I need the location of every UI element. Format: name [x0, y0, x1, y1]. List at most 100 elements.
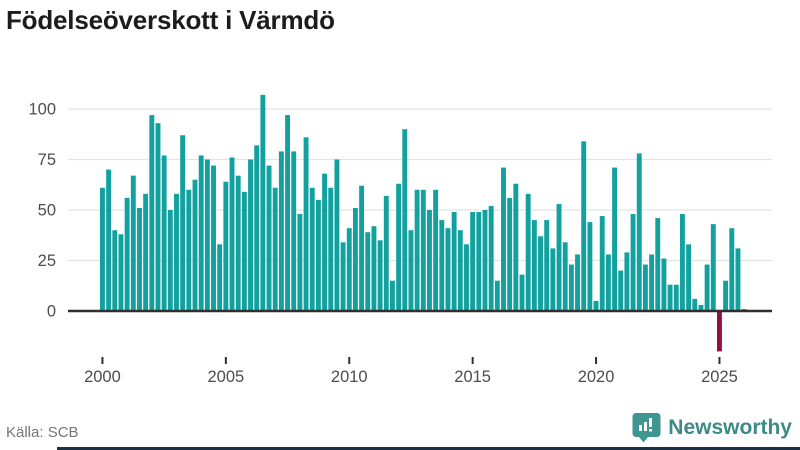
bar [599, 216, 605, 311]
bar [519, 274, 525, 311]
bar [501, 167, 506, 311]
bar [161, 155, 167, 311]
bar [223, 181, 229, 311]
bar [180, 135, 186, 311]
y-axis-tick-label: 0 [47, 303, 56, 321]
bar [383, 195, 389, 311]
bar [352, 207, 358, 311]
bar [525, 193, 531, 311]
bar [451, 212, 457, 311]
bar [340, 242, 346, 311]
bar [377, 240, 383, 311]
bar [186, 189, 192, 311]
bar [667, 284, 673, 311]
x-axis-tick-label: 2005 [207, 368, 244, 386]
bar [130, 175, 136, 311]
bar [309, 187, 315, 311]
bar [605, 254, 611, 311]
bar [248, 159, 253, 311]
bar [285, 115, 290, 311]
source-note: Källa: SCB [6, 424, 79, 441]
bar [427, 210, 432, 311]
bar [389, 280, 395, 311]
bar [575, 254, 580, 311]
exclamation-dot [649, 429, 653, 432]
bar [328, 187, 334, 311]
bar [229, 157, 235, 311]
bar [272, 187, 278, 311]
bar [112, 230, 118, 311]
bar [433, 189, 439, 311]
bar [211, 165, 216, 311]
bar [531, 220, 537, 311]
bar [315, 199, 321, 311]
bar [143, 193, 149, 311]
bar [414, 189, 420, 311]
bar [149, 115, 155, 311]
bar [346, 228, 352, 311]
bar [408, 230, 414, 311]
bar [198, 155, 204, 311]
bar [167, 210, 173, 311]
bar [679, 214, 685, 311]
mini-bar-1 [639, 425, 643, 431]
exclamation-stem [649, 418, 653, 427]
y-axis-tick-label: 100 [28, 101, 56, 119]
bar [334, 159, 340, 311]
newsworthy-wordmark: Newsworthy [668, 415, 792, 439]
bar [636, 153, 642, 311]
bar [192, 179, 198, 311]
bar [704, 264, 710, 311]
bar [692, 298, 698, 311]
bar [513, 183, 519, 311]
bar [137, 207, 142, 311]
x-axis-tick-label: 2015 [454, 368, 491, 386]
bar [710, 224, 716, 311]
bar [587, 222, 593, 311]
bar [482, 210, 488, 311]
bar [673, 284, 679, 311]
bar [439, 220, 445, 311]
bar-negative-highlight [717, 311, 722, 352]
bar [445, 228, 451, 311]
newsworthy-logo: Newsworthy [632, 412, 792, 443]
bar [359, 185, 365, 311]
bar [624, 252, 630, 311]
bar [322, 173, 328, 311]
bar [402, 129, 408, 311]
bar [457, 230, 463, 311]
bar [723, 280, 729, 311]
bar [729, 228, 735, 311]
bar [494, 280, 500, 311]
bar [235, 175, 241, 311]
bar [106, 169, 112, 311]
bar [488, 205, 494, 311]
bar [612, 167, 618, 311]
bar [562, 242, 568, 311]
bar [297, 214, 303, 311]
x-axis-tick-label: 2000 [84, 368, 121, 386]
newsworthy-pin-barchart-icon [632, 413, 661, 443]
bar [260, 94, 266, 311]
bar [686, 244, 692, 311]
bar [303, 137, 309, 311]
bar [556, 203, 562, 311]
bar [538, 236, 543, 311]
bar [618, 270, 624, 311]
bar [100, 187, 105, 311]
bar [204, 159, 210, 311]
bar [544, 220, 550, 311]
bar [365, 232, 371, 311]
bar [735, 248, 741, 311]
bar [420, 189, 426, 311]
bar [593, 300, 599, 311]
bar [507, 197, 513, 311]
bar [118, 234, 124, 311]
y-axis-tick-label: 75 [38, 151, 56, 169]
bar [550, 248, 556, 311]
bottom-accent-strip [57, 447, 800, 450]
x-axis-tick-label: 2025 [701, 368, 738, 386]
bar [291, 151, 297, 311]
bar [661, 258, 667, 311]
